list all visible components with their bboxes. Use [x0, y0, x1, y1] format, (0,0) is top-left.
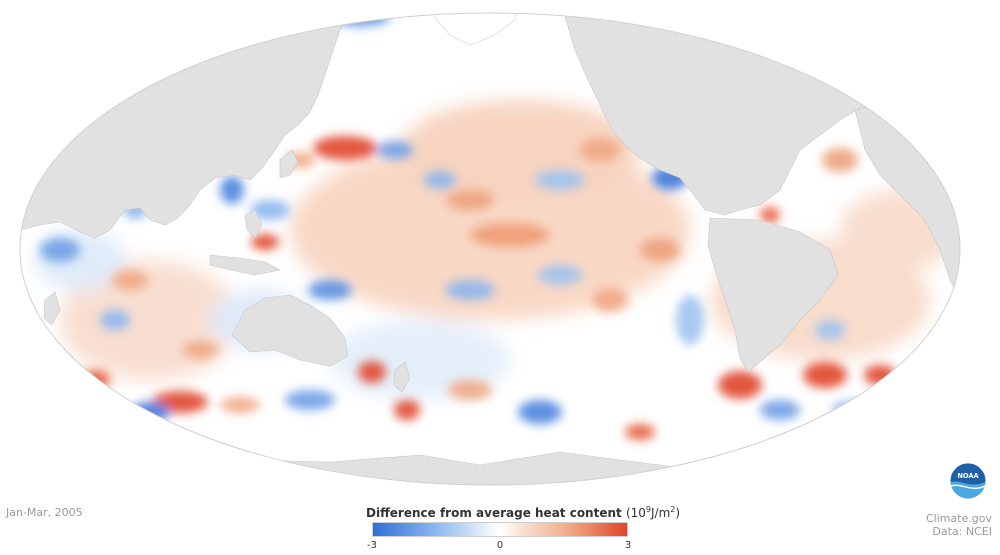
legend-title-text: Difference from average heat content	[366, 506, 622, 520]
legend-color-bar	[372, 522, 628, 537]
indonesia-islands	[209, 254, 281, 276]
credit-climate-gov: Climate.gov	[925, 512, 992, 525]
date-label: Jan-Mar, 2005	[6, 506, 83, 519]
madagascar-island	[43, 291, 61, 326]
greenland-landmass	[429, 13, 521, 46]
legend-unit: (109J/m2)	[625, 505, 681, 520]
legend-mid-label: 0	[496, 540, 504, 551]
south-america-landmass	[707, 217, 839, 373]
globe-outline	[19, 12, 961, 486]
legend-min-label: -3	[367, 540, 377, 551]
noaa-logo-icon: NOAA	[949, 462, 987, 500]
philippines-island	[244, 209, 263, 239]
japan-island	[279, 149, 299, 179]
noaa-logo-text: NOAA	[957, 472, 979, 480]
legend-max-label: 3	[624, 540, 632, 551]
new-zealand-island	[393, 361, 411, 393]
australia-landmass	[231, 294, 349, 367]
ocean-heat-map	[19, 12, 961, 486]
credit-data-source: Data: NCEI	[932, 525, 992, 538]
legend-title: Difference from average heat content (10…	[366, 505, 680, 520]
